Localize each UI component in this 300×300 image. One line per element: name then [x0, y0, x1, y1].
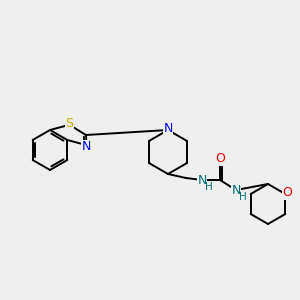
Text: H: H [239, 192, 247, 202]
Text: S: S [65, 117, 73, 130]
Text: N: N [163, 122, 173, 134]
Text: H: H [205, 182, 213, 192]
Text: O: O [215, 152, 225, 166]
Text: N: N [231, 184, 241, 196]
Text: N: N [82, 140, 91, 153]
Text: N: N [197, 173, 207, 187]
Text: O: O [282, 187, 292, 200]
